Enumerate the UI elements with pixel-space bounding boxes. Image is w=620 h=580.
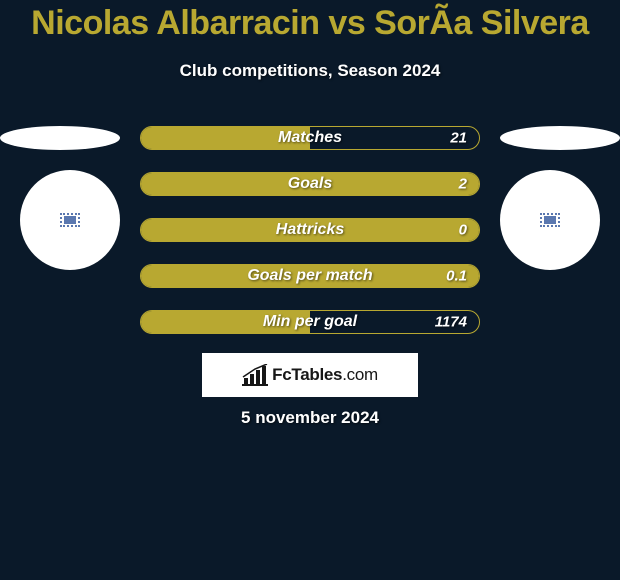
stat-bar: Matches 21 <box>140 126 480 150</box>
stat-bar-value: 1174 <box>435 314 467 331</box>
stat-bar: Goals per match 0.1 <box>140 264 480 288</box>
stat-bar-value: 2 <box>459 176 467 193</box>
brand-logo-text: FcTables.com <box>272 365 378 385</box>
stat-bar: Hattricks 0 <box>140 218 480 242</box>
placeholder-icon <box>540 213 560 227</box>
player-left-avatar <box>20 170 120 270</box>
stat-bar-label: Matches <box>278 129 342 147</box>
placeholder-icon <box>60 213 80 227</box>
stat-bar-label: Hattricks <box>276 221 344 239</box>
brand-tld: .com <box>342 365 378 384</box>
stat-bar-value: 21 <box>450 130 467 147</box>
brand-name: FcTables <box>272 365 342 384</box>
left-banner-ellipse <box>0 126 120 150</box>
brand-logo-box: FcTables.com <box>202 353 418 397</box>
date-line: 5 november 2024 <box>0 408 620 428</box>
player-right-avatar <box>500 170 600 270</box>
stat-bar-label: Goals per match <box>247 267 372 285</box>
bar-chart-icon <box>242 364 268 386</box>
stat-bar-value: 0.1 <box>446 268 467 285</box>
page-title: Nicolas Albarracin vs SorÃ­a Silvera <box>0 4 620 43</box>
stat-bar: Min per goal 1174 <box>140 310 480 334</box>
stat-bar: Goals 2 <box>140 172 480 196</box>
stat-bar-label: Goals <box>288 175 332 193</box>
page-subtitle: Club competitions, Season 2024 <box>0 61 620 81</box>
right-banner-ellipse <box>500 126 620 150</box>
stat-bars: Matches 21 Goals 2 Hattricks 0 Goals per… <box>140 126 480 334</box>
stat-bar-value: 0 <box>459 222 467 239</box>
stat-bar-label: Min per goal <box>263 313 357 331</box>
comparison-card: Nicolas Albarracin vs SorÃ­a Silvera Clu… <box>0 0 620 580</box>
